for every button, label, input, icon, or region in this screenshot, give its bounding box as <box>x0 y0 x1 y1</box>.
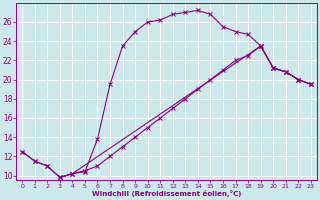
X-axis label: Windchill (Refroidissement éolien,°C): Windchill (Refroidissement éolien,°C) <box>92 190 241 197</box>
